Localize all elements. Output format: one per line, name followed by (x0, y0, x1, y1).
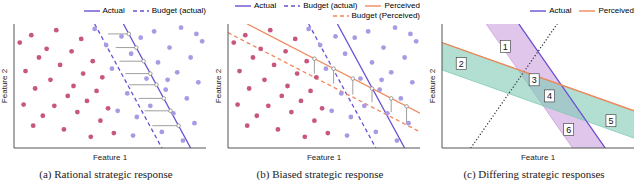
svg-text:Feature 2: Feature 2 (0, 68, 9, 103)
html-text:Actual: Actual (253, 1, 277, 10)
svg-text:2: 2 (459, 59, 464, 69)
html-text:Budget (Perceived): Budget (Perceived) (351, 11, 420, 20)
html-text:(a) Rational strategic respons: (a) Rational strategic response (39, 167, 173, 180)
svg-text:Feature 2: Feature 2 (214, 68, 223, 103)
svg-text:Feature 1: Feature 1 (93, 153, 128, 162)
svg-text:Feature 2: Feature 2 (428, 68, 437, 103)
svg-text:Feature 1: Feature 1 (307, 153, 342, 162)
html-text:(b) Biased strategic response: (b) Biased strategic response (256, 167, 384, 180)
svg-text:3: 3 (532, 75, 537, 85)
html-text:Budget (actual): Budget (actual) (303, 1, 358, 10)
svg-text:Feature 1: Feature 1 (521, 153, 556, 162)
html-text:Budget (actual): Budget (actual) (151, 6, 206, 15)
html-text:Actual: Actual (549, 6, 572, 15)
svg-text:6: 6 (566, 125, 571, 135)
html-text:Actual: Actual (102, 6, 125, 15)
html-text:Perceived: Perceived (384, 1, 420, 10)
svg-text:4: 4 (547, 91, 552, 101)
html-text:Perceived: Perceived (598, 6, 634, 15)
html-text:(c) Differing strategic respon: (c) Differing strategic responses (463, 167, 605, 180)
svg-text:1: 1 (503, 42, 508, 52)
svg-text:5: 5 (608, 116, 613, 126)
